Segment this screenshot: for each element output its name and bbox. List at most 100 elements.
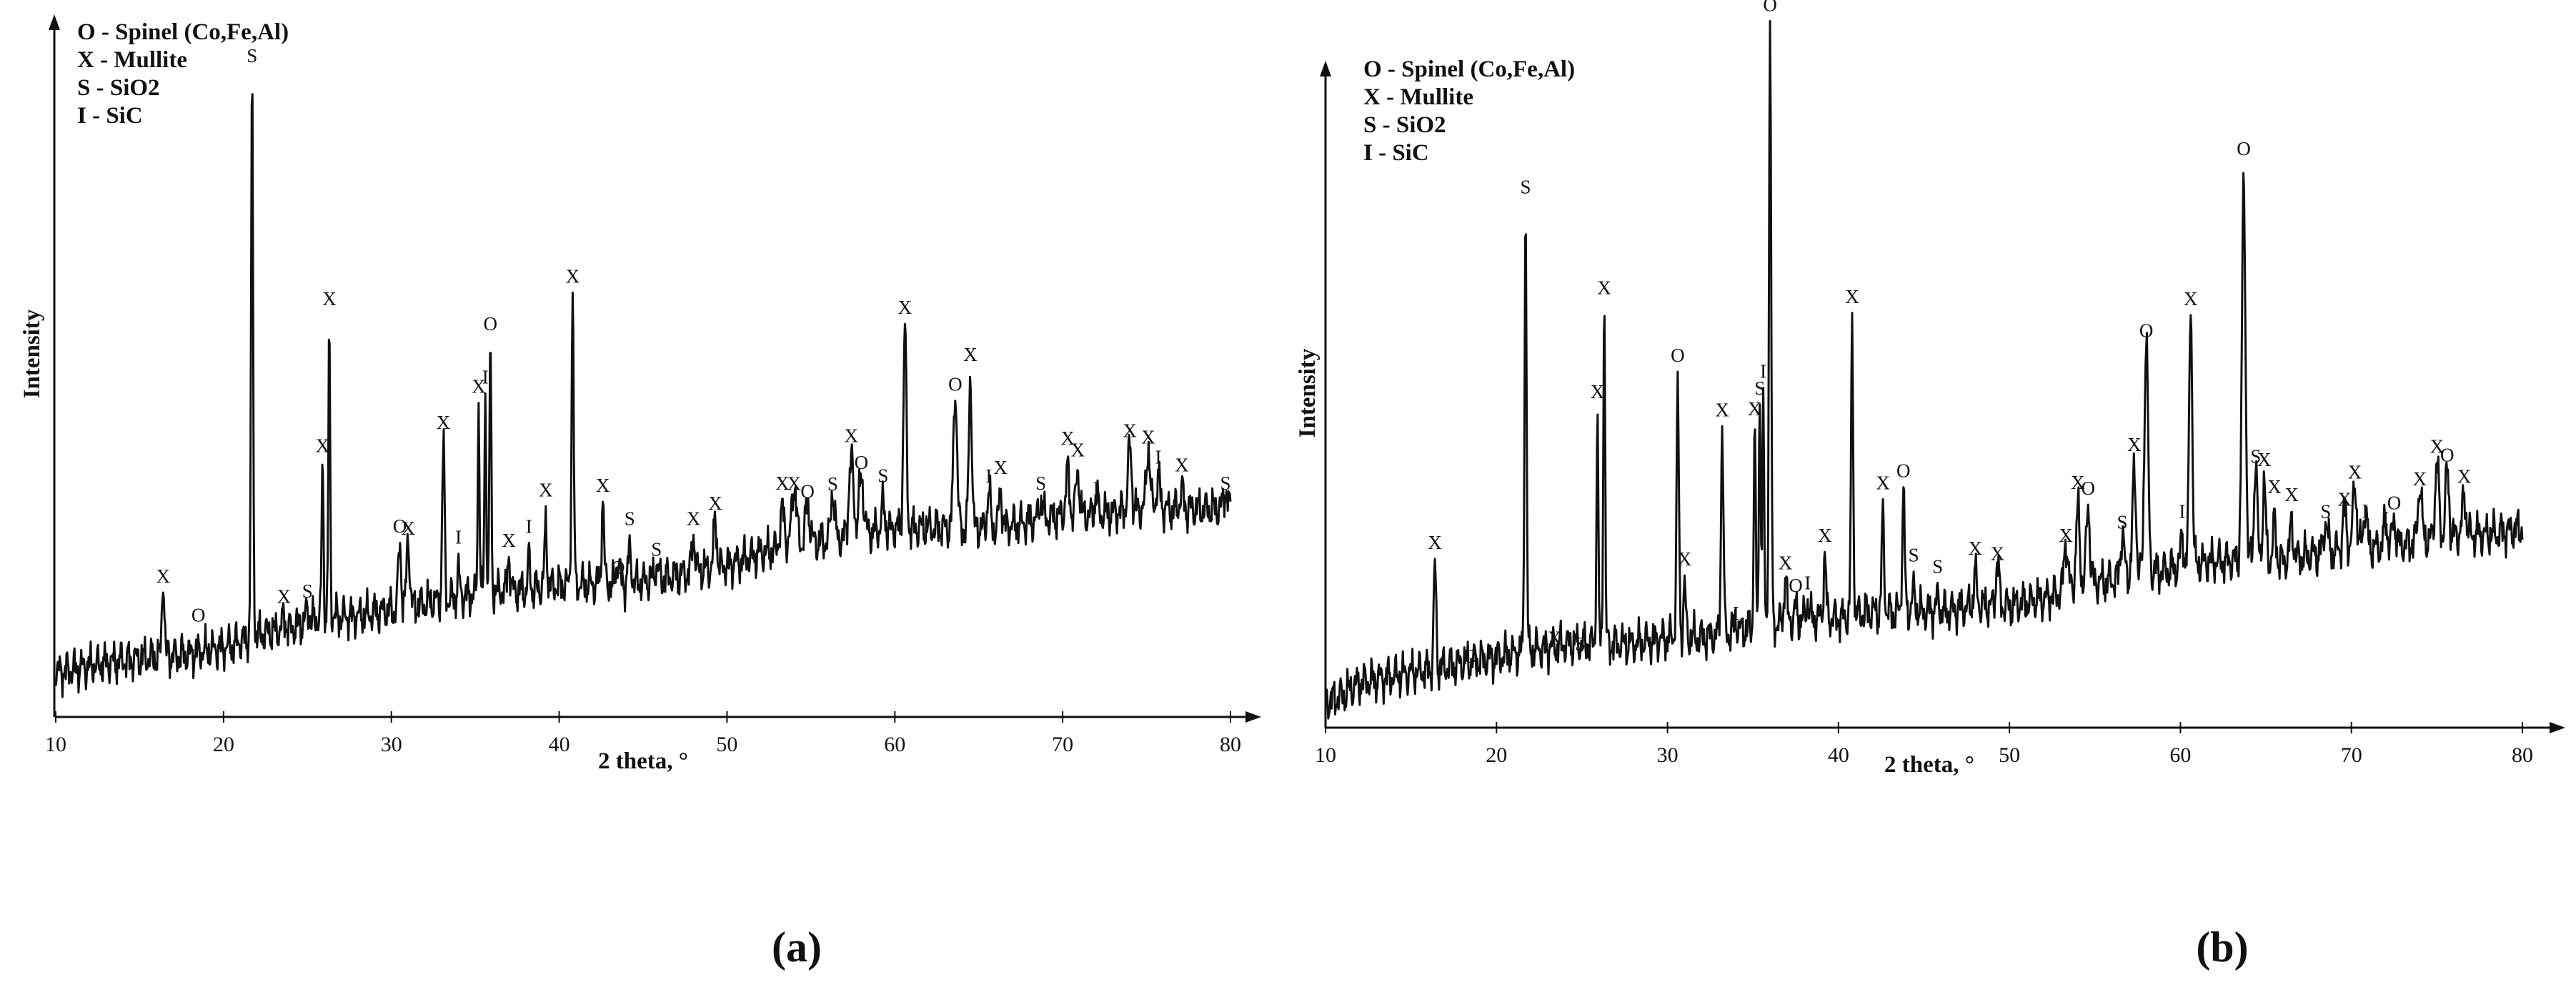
peak-label: X xyxy=(437,412,451,433)
peak-label: S xyxy=(1220,472,1230,494)
peak-label: X xyxy=(156,565,171,587)
peak-label: X xyxy=(1876,472,1890,493)
peak-label: I xyxy=(2362,500,2368,522)
x-tick-label: 70 xyxy=(2341,743,2362,767)
peak-label: X xyxy=(277,586,292,608)
peak-label: O xyxy=(484,313,498,335)
peak-label: X xyxy=(1779,552,1793,573)
peak-label: O xyxy=(1763,0,1777,15)
peak-label: X xyxy=(775,472,790,494)
legend-entry: S - SiO2 xyxy=(77,75,160,101)
x-tick-label: 50 xyxy=(1999,743,2020,767)
peak-label: X xyxy=(1428,532,1442,553)
legend-entry: I - SiC xyxy=(1363,140,1429,166)
peak-label: S xyxy=(827,473,838,495)
peak-label: X xyxy=(1715,399,1729,420)
peak-label: O xyxy=(1464,645,1478,667)
peak-label: I xyxy=(985,465,992,487)
peak-label: X xyxy=(566,265,580,287)
x-tick-label: 10 xyxy=(45,733,66,756)
peak-label: X xyxy=(1123,420,1137,442)
legend-entry: O - Spinel (Co,Fe,Al) xyxy=(1363,56,1575,82)
xrd-pattern-line xyxy=(54,93,1232,698)
peak-label: X xyxy=(2071,472,2085,493)
x-tick-label: 80 xyxy=(2512,743,2533,767)
peak-label: I xyxy=(1804,572,1811,593)
peak-label: O xyxy=(800,480,815,502)
peak-label: X xyxy=(1845,286,1859,307)
peak-label: I xyxy=(526,516,532,538)
peak-label: S xyxy=(651,538,662,560)
peak-label: I xyxy=(1733,603,1739,624)
peak-label: X xyxy=(787,473,802,495)
peak-label: X xyxy=(2184,288,2198,310)
x-axis-arrow xyxy=(1245,711,1261,723)
peak-label: X xyxy=(1175,455,1189,476)
peak-label: X xyxy=(1597,277,1611,298)
panel-caption: (a) xyxy=(772,924,822,971)
peak-label: X xyxy=(2413,468,2427,490)
peak-label: X xyxy=(1678,548,1692,570)
peak-label: X xyxy=(2257,449,2272,470)
peak-label: I xyxy=(1093,477,1100,499)
peak-label: X xyxy=(2348,462,2362,483)
peak-label: S xyxy=(2250,445,2261,467)
peak-label: S xyxy=(1909,545,1919,566)
peak-label: S xyxy=(2320,501,2331,523)
y-axis-label: Intensity xyxy=(19,309,45,398)
y-axis-arrow xyxy=(1320,61,1331,76)
peak-label: O xyxy=(611,557,625,578)
peak-label: X xyxy=(898,297,912,318)
peak-label: X xyxy=(2127,434,2142,455)
peak-label: S xyxy=(247,45,257,66)
peak-label: X xyxy=(993,457,1008,478)
peak-label: X xyxy=(2337,489,2352,510)
peak-label: X xyxy=(596,475,610,496)
legend-entry: X - Mullite xyxy=(1363,84,1473,110)
peak-label: X xyxy=(687,508,701,529)
peak-label: X xyxy=(1818,525,1832,546)
peak-label: X xyxy=(1591,381,1605,402)
x-tick-label: 30 xyxy=(1657,743,1679,767)
peak-label: O xyxy=(2081,477,2095,499)
x-axis-arrow xyxy=(2550,722,2565,733)
peak-label: X xyxy=(316,435,330,456)
peak-label: I xyxy=(455,527,462,548)
peak-label: X xyxy=(2457,466,2472,487)
peak-label: I xyxy=(482,367,489,388)
x-tick-label: 70 xyxy=(1052,733,1073,756)
peak-label: X xyxy=(963,344,978,365)
x-tick-label: 40 xyxy=(549,733,570,756)
peak-label: X xyxy=(1548,628,1562,649)
xrd-pattern-line xyxy=(1324,20,2524,720)
peak-label: I xyxy=(1760,361,1766,382)
peak-label: O xyxy=(855,452,869,473)
peak-label: O xyxy=(2237,138,2251,159)
x-tick-label: 80 xyxy=(1220,733,1241,756)
peak-label: O xyxy=(192,605,206,626)
peak-label: X xyxy=(1969,538,1983,559)
peak-label: I xyxy=(2179,500,2185,522)
legend-entry: O - Spinel (Co,Fe,Al) xyxy=(77,19,289,45)
peak-label: S xyxy=(1754,377,1765,399)
y-axis-label: Intensity xyxy=(1295,348,1321,437)
x-axis-label: 2 theta, ° xyxy=(598,748,688,774)
peak-label: X xyxy=(322,288,337,310)
peak-label: X xyxy=(1060,427,1075,449)
peak-label: O xyxy=(1789,575,1803,596)
x-tick-label: 30 xyxy=(381,733,402,756)
x-tick-label: 20 xyxy=(1486,743,1507,767)
legend-entry: S - SiO2 xyxy=(1363,112,1446,138)
peak-label: S xyxy=(302,580,313,602)
legend-entry: X - Mullite xyxy=(77,47,187,73)
peak-label: X xyxy=(2284,484,2299,505)
peak-label: X xyxy=(1748,398,1762,420)
peak-label: S xyxy=(1520,176,1531,197)
peak-label: O xyxy=(948,374,963,395)
peak-label: O xyxy=(2387,492,2402,514)
peak-label: X xyxy=(2430,435,2445,457)
x-tick-label: 10 xyxy=(1315,743,1336,767)
peak-label: O xyxy=(1671,345,1685,366)
